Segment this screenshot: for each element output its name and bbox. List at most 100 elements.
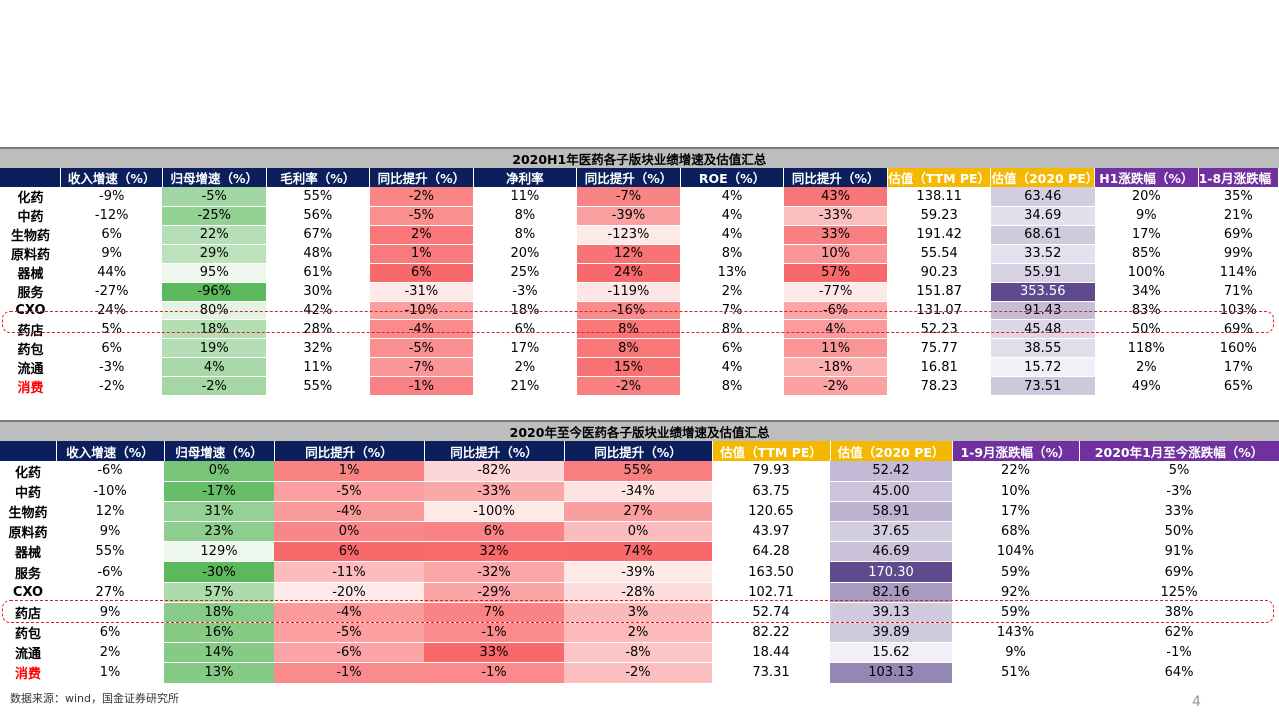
table2-cell: 163.50 (712, 561, 830, 583)
table1-row: 化药 -9% -5% 55% -2% 11% -7% 4% 43% 138.11 63.46 20% 3… (0, 187, 1279, 207)
table1-cell: -4% (369, 319, 474, 340)
table2-cell: -5% (274, 481, 424, 502)
table2-cell: 0% (274, 521, 424, 543)
table1-row: CXO 24% 80% 42% -10% 18% -16% 7% -6% 131.07 91.43 8… (0, 301, 1279, 321)
table2-cell: 1% (56, 662, 164, 684)
table2-cell: 16% (164, 622, 274, 644)
highlight-yaodian-row-1 (2, 311, 1274, 333)
table2-row: 化药 -6% 0% 1% -82% 55% 79.93 52.42 22% 5% (0, 461, 1279, 482)
table1-cell: 21% (1198, 206, 1279, 226)
table2-cell: -34% (564, 481, 712, 502)
table1-cell: 33% (783, 225, 888, 245)
table1-cell: 95% (162, 263, 267, 283)
table2-row: 消费 1% 13% -1% -1% -2% 73.31 103.13 51% 64% (0, 662, 1279, 684)
table2-row: 服务 -6% -30% -11% -32% -39% 163.50 170.30 59% 69% (0, 561, 1279, 583)
table1-cell: 57% (783, 263, 888, 283)
table2-cell: -1% (1079, 642, 1279, 664)
table2-cell: 6% (424, 521, 564, 543)
table1-cell: -2% (162, 376, 267, 397)
table1-cell: -5% (369, 206, 474, 226)
table2-cell: -6% (56, 561, 164, 583)
table1-cell: -12% (60, 206, 163, 226)
table2-cell: 12% (56, 501, 164, 523)
table2-cell: 51% (952, 662, 1079, 684)
table2-cell: 68% (952, 521, 1079, 543)
table1-cell: 9% (60, 244, 163, 264)
table2-cell: 102.71 (712, 582, 830, 603)
table2-row-label: 流通 (14, 647, 41, 663)
table1-cell: 17% (473, 338, 577, 359)
table2-cell: 120.65 (712, 501, 830, 523)
table2-cell: -82% (424, 461, 564, 482)
table1-cell: 42% (266, 301, 370, 321)
source-note: 数据来源：wind，国金证券研究所 (10, 692, 180, 705)
table2-cell: 39.89 (830, 622, 952, 644)
table1-row-label: 中药 (17, 210, 44, 225)
table2-cell: -17% (164, 481, 274, 502)
table1-cell: 1% (369, 244, 474, 264)
table1-header: 估值（2020 PE） (990, 168, 1096, 187)
table1-cell: 21% (473, 376, 577, 397)
table1-cell: -25% (162, 206, 267, 226)
table2-cell: 2% (564, 622, 712, 644)
table2-cell: -30% (164, 561, 274, 583)
table2-cell: 9% (952, 642, 1079, 664)
table2-cell: -6% (56, 461, 164, 482)
table1-cell: 91.43 (990, 301, 1095, 321)
table2-header: 估值（TTM PE） (712, 441, 831, 461)
table2-cell: 64.28 (712, 541, 830, 563)
table1-cell: 8% (473, 206, 577, 226)
table1-cell: 38.55 (990, 338, 1095, 359)
table2-row: 药店 9% 18% -4% 7% 3% 52.74 39.13 59% 38% (0, 602, 1279, 624)
table1-cell: -10% (369, 301, 474, 321)
table2-row-label: 器械 (14, 546, 41, 562)
table2-header: 1-9月涨跌幅（%） (952, 441, 1080, 461)
table1-cell: 68.61 (990, 225, 1095, 245)
table1-cell: 17% (1198, 357, 1279, 378)
table1-cell: 44% (60, 263, 163, 283)
table1-cell: 34.69 (990, 206, 1095, 226)
table1-row: 消费 -2% -2% 55% -1% 21% -2% 8% -2% 78.23 73.51 49% 65… (0, 376, 1279, 397)
table1-cell: 78.23 (887, 376, 991, 397)
table1-cell: 61% (266, 263, 370, 283)
table2-cell: -6% (274, 642, 424, 664)
table1-cell: 7% (680, 301, 784, 321)
table1-cell: 4% (680, 187, 784, 207)
table1-cell: 2% (369, 225, 474, 245)
table1-row-label: CXO (15, 302, 46, 318)
table1-cell: 4% (162, 357, 267, 378)
table1-cell: 25% (473, 263, 577, 283)
table1-cell: 4% (680, 206, 784, 226)
table-2020-ytd-summary: 2020年至今医药各子版块业绩增速及估值汇总 收入增速（%） 归母增速（%） 同… (0, 420, 1279, 684)
table2-cell: 59% (952, 602, 1079, 624)
table1-cell: 75.77 (887, 338, 991, 359)
table1-cell: -7% (576, 187, 681, 207)
table1-header: 估值（TTM PE） (887, 168, 992, 187)
table2-cell: 52.42 (830, 461, 952, 482)
table1-cell: 100% (1094, 263, 1199, 283)
table2-cell: 22% (952, 461, 1079, 482)
table2-cell: -4% (274, 602, 424, 624)
table2-row-label: 原料药 (8, 526, 48, 542)
table1-cell: -3% (60, 357, 163, 378)
table1-cell: 33.52 (990, 244, 1095, 264)
table1-header: 收入增速（%） (60, 168, 163, 187)
table2-row-label: 药包 (14, 627, 41, 643)
table2-cell: 92% (952, 582, 1079, 603)
table2-header-blank (0, 441, 57, 461)
table1-cell: -6% (783, 301, 888, 321)
table1-cell: 131.07 (887, 301, 991, 321)
table1-cell: -2% (60, 376, 163, 397)
table2-cell: 63.75 (712, 481, 830, 502)
table2-cell: 103.13 (830, 662, 952, 684)
table1-cell: 6% (680, 338, 784, 359)
table1-cell: 4% (783, 319, 888, 340)
table2-cell: 6% (56, 622, 164, 644)
table1-cell: -119% (576, 282, 681, 302)
table1-cell: -9% (60, 187, 163, 207)
table1-cell: 17% (1094, 225, 1199, 245)
table2-cell: 52.74 (712, 602, 830, 624)
table1-header: H1涨跌幅（%） (1094, 168, 1199, 187)
table2-cell: -39% (564, 561, 712, 583)
table2-cell: -1% (424, 622, 564, 644)
